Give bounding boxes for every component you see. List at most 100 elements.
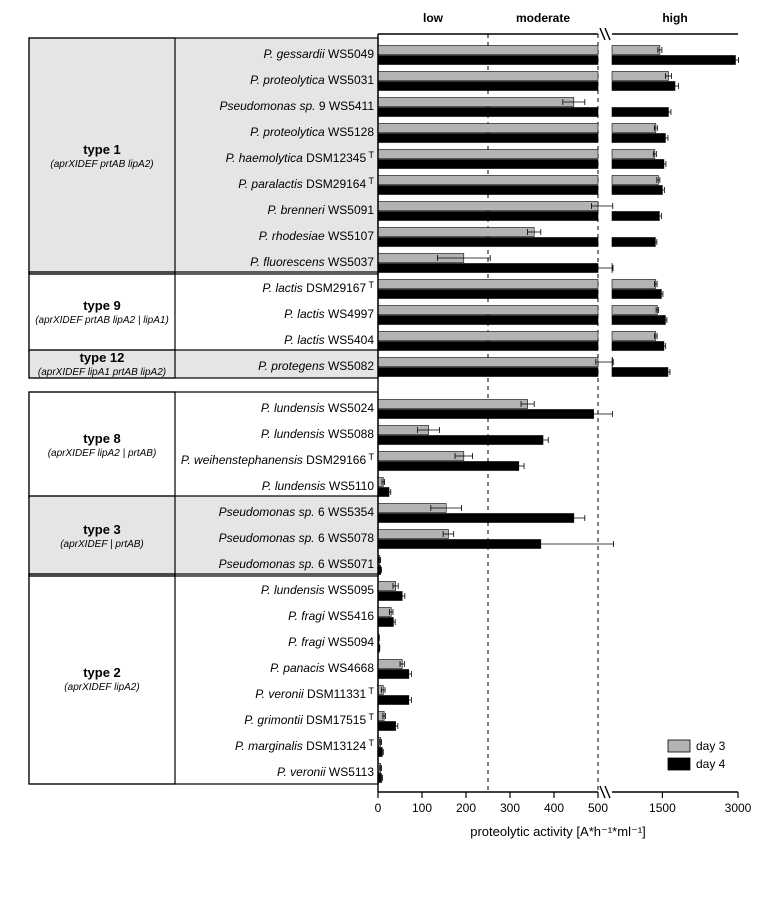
bar-day4	[378, 462, 519, 471]
region-label-moderate: moderate	[516, 11, 570, 25]
species-label: Pseudomonas sp. 9 WS5411	[219, 99, 374, 113]
bar-day4	[378, 436, 543, 445]
axis-break	[605, 786, 610, 798]
x-tick-label: 1500	[649, 801, 676, 815]
bar-day4	[378, 56, 598, 65]
x-tick-label: 3000	[725, 801, 752, 815]
bar-day4	[612, 160, 664, 169]
bar-day3	[378, 46, 598, 55]
bar-day4	[378, 264, 598, 273]
bar-day4	[612, 108, 668, 117]
species-label: P. marginalis DSM13124 T	[235, 738, 375, 753]
bar-day3	[612, 150, 655, 159]
legend-label: day 3	[696, 739, 726, 753]
species-label: P. fragi WS5416	[288, 609, 374, 623]
bar-day4	[378, 618, 393, 627]
axis-break	[605, 28, 610, 40]
bar-day4	[378, 290, 598, 299]
type-label-sub: (aprXIDEF prtAB lipA2 | lipA1)	[35, 315, 169, 326]
bar-day4	[378, 342, 598, 351]
type-label-sub: (aprXIDEF lipA2)	[64, 682, 139, 693]
bar-day4	[378, 696, 409, 705]
species-label: P. lactis WS4997	[284, 307, 374, 321]
bar-day4	[612, 368, 668, 377]
species-label: P. fragi WS5094	[288, 635, 374, 649]
type-label-main: type 2	[83, 665, 121, 680]
type-label-main: type 3	[83, 522, 121, 537]
bar-day4	[612, 82, 675, 91]
bar-day3	[612, 46, 660, 55]
x-tick-label: 500	[588, 801, 608, 815]
bar-day4	[612, 342, 664, 351]
legend-swatch	[668, 740, 690, 752]
species-label: Pseudomonas sp. 6 WS5071	[219, 557, 375, 571]
species-label: P. lundensis WS5095	[261, 583, 375, 597]
species-label: P. lundensis WS5088	[261, 427, 375, 441]
bar-day4	[612, 134, 665, 143]
bar-day4	[378, 410, 594, 419]
x-tick-label: 100	[412, 801, 432, 815]
bar-day4	[612, 56, 735, 65]
bar-day3	[378, 228, 534, 237]
bar-day4	[378, 722, 396, 731]
type-label-sub: (aprXIDEF lipA1 prtAB lipA2)	[38, 367, 166, 378]
bar-day4	[378, 160, 598, 169]
species-label: P. grimontii DSM17515 T	[244, 712, 374, 727]
bar-day3	[378, 124, 598, 133]
species-label: P. lundensis WS5024	[261, 401, 375, 415]
bar-day3	[378, 358, 598, 367]
bar-day3	[378, 72, 598, 81]
bar-day3	[612, 332, 656, 341]
region-label-high: high	[662, 11, 687, 25]
bar-day3	[378, 306, 598, 315]
bar-day4	[612, 238, 655, 247]
species-label: P. rhodesiae WS5107	[259, 229, 375, 243]
type-label-sub: (aprXIDEF prtAB lipA2)	[50, 159, 153, 170]
bar-day3	[378, 400, 528, 409]
bar-day3	[612, 72, 668, 81]
bar-day4	[378, 316, 598, 325]
species-label: Pseudomonas sp. 6 WS5354	[219, 505, 375, 519]
bar-day3	[612, 280, 656, 289]
legend-swatch	[668, 758, 690, 770]
x-tick-label: 200	[456, 801, 476, 815]
bar-day3	[612, 176, 658, 185]
type-label-main: type 1	[83, 142, 121, 157]
type-label-main: type 8	[83, 431, 121, 446]
species-label: P. gessardii WS5049	[263, 47, 374, 61]
bar-day3	[378, 530, 448, 539]
type-label-sub: (aprXIDEF lipA2 | prtAB)	[48, 448, 157, 459]
species-label: P. weihenstephanensis DSM29166 T	[181, 452, 375, 467]
species-label: P. fluorescens WS5037	[250, 255, 374, 269]
species-label: P. proteolytica WS5128	[250, 125, 374, 139]
species-label: P. panacis WS4668	[270, 661, 374, 675]
bar-day3	[378, 202, 598, 211]
bar-day3	[378, 660, 402, 669]
bar-day4	[378, 186, 598, 195]
chart-svg: low moderate high type 1 (aprXIDEF prtAB lip…	[0, 0, 767, 911]
bar-day4	[378, 108, 598, 117]
species-label: P. veronii WS5113	[277, 765, 374, 779]
bar-day4	[378, 592, 402, 601]
bar-day4	[378, 238, 598, 247]
species-label: P. paralactis DSM29164 T	[238, 176, 374, 191]
species-label: P. lactis WS5404	[284, 333, 374, 347]
x-axis-title: proteolytic activity [A*h⁻¹*ml⁻¹]	[470, 824, 646, 839]
bar-day4	[378, 368, 598, 377]
species-label: P. brenneri WS5091	[267, 203, 374, 217]
species-label: P. haemolytica DSM12345 T	[226, 150, 375, 165]
bar-day3	[612, 124, 656, 133]
species-label: Pseudomonas sp. 6 WS5078	[219, 531, 375, 545]
species-label: P. proteolytica WS5031	[250, 73, 374, 87]
region-label-low: low	[423, 11, 444, 25]
species-label: P. veronii DSM11331 T	[255, 686, 374, 701]
axis-break	[600, 28, 605, 40]
bar-day3	[378, 98, 574, 107]
bar-day3	[378, 150, 598, 159]
x-tick-label: 400	[544, 801, 564, 815]
proteolytic-activity-chart: low moderate high type 1 (aprXIDEF prtAB lip…	[0, 0, 767, 911]
axis-break	[600, 786, 605, 798]
legend-label: day 4	[696, 757, 726, 771]
bar-day3	[378, 452, 464, 461]
bar-day4	[612, 316, 665, 325]
